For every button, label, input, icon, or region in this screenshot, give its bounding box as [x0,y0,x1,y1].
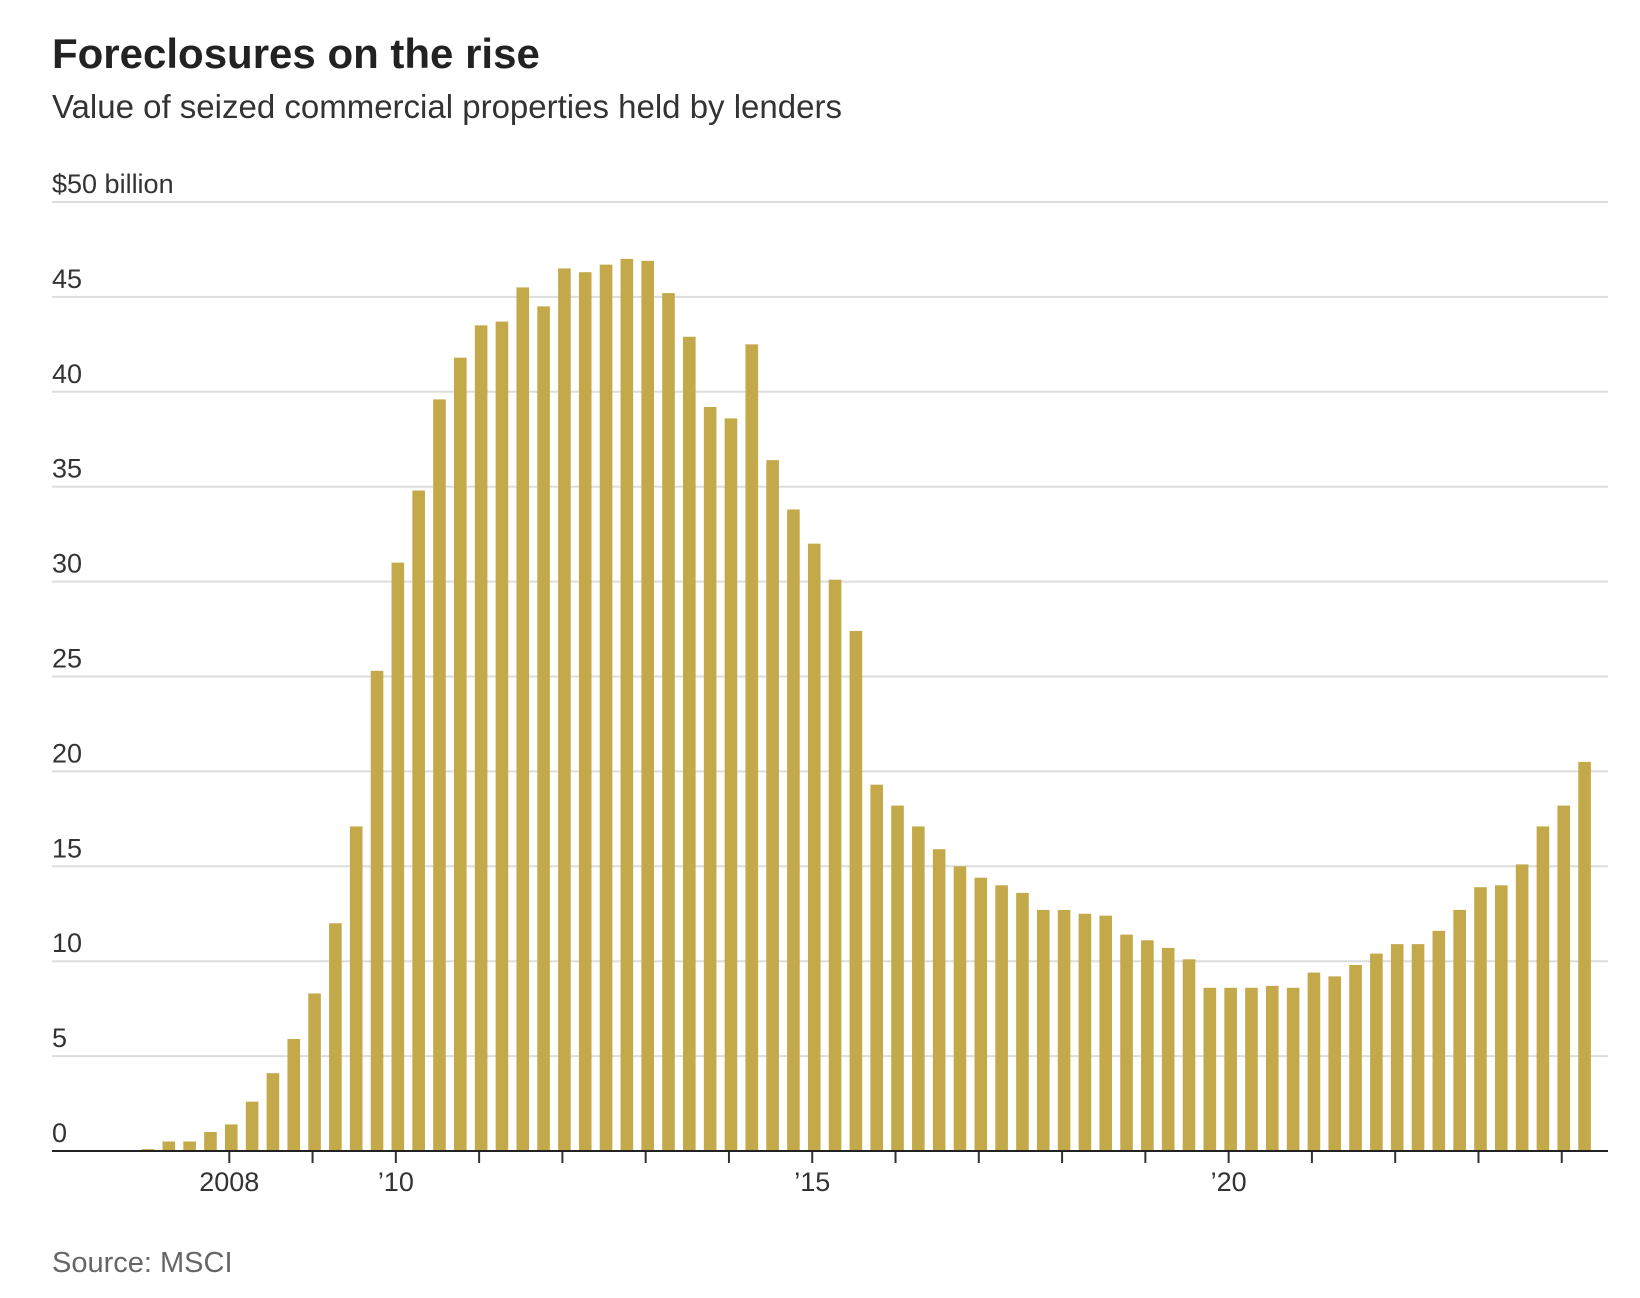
bar [1474,887,1487,1151]
bar [1099,915,1113,1151]
x-tick-label: ’10 [378,1167,414,1197]
bar [766,460,779,1151]
y-tick-label: 40 [52,359,82,389]
bar [599,264,613,1151]
bar [329,923,342,1151]
y-tick-label: 10 [52,928,82,958]
bar [870,784,883,1151]
bar [162,1141,176,1151]
bar [349,826,363,1151]
bar [204,1132,217,1151]
bar [1370,953,1383,1151]
y-tick-label: 30 [52,549,82,579]
bar [1120,934,1133,1151]
bar [641,260,654,1151]
bar [683,336,696,1151]
bar [912,826,925,1151]
bar [537,306,550,1151]
bar [391,562,405,1151]
bar [433,399,446,1152]
bar [807,543,821,1151]
bar [454,357,467,1151]
bar [1495,885,1508,1151]
bar [1557,805,1571,1151]
bar [370,670,384,1151]
x-tick-label: ’15 [794,1167,830,1197]
bar [1515,864,1529,1151]
y-tick-label: 35 [52,454,82,484]
bar [1057,909,1071,1151]
y-tick-label: 20 [52,738,82,768]
bar [516,287,530,1151]
bar [1078,913,1092,1151]
bar [1245,987,1258,1151]
bar [1349,964,1362,1151]
bar [932,849,946,1151]
bar [1536,826,1550,1151]
chart-subtitle: Value of seized commercial properties he… [52,88,842,125]
bar [495,321,509,1152]
bar [1141,940,1154,1151]
x-tick-label: ’20 [1211,1167,1247,1197]
bar [1036,909,1050,1151]
bar [724,418,738,1151]
bar [266,1073,280,1151]
bar [1286,987,1300,1151]
bar [1390,944,1404,1151]
y-tick-label: 5 [52,1023,67,1053]
bar [995,885,1008,1151]
bar [245,1101,259,1151]
bar [308,993,321,1151]
bar [287,1039,301,1151]
chart-title: Foreclosures on the rise [52,30,540,77]
x-tick-label: 2008 [199,1167,259,1197]
bar [787,509,800,1151]
y-tick-label: 45 [52,264,82,294]
bar [662,293,675,1151]
bar [578,272,592,1151]
bar [224,1124,238,1151]
bar [953,866,967,1151]
y-tick-label: $50 billion [52,169,174,199]
bar [1182,959,1196,1151]
source: Source: MSCI [52,1247,233,1279]
bar [1432,930,1446,1151]
bar [1453,909,1466,1151]
y-tick-label: 0 [52,1118,67,1148]
y-tick-label: 25 [52,644,82,674]
bar [1224,987,1237,1151]
bar [974,877,988,1151]
bar [558,268,571,1151]
bar [620,258,634,1151]
bar [745,344,759,1152]
bar [1307,972,1321,1151]
bar [1203,987,1217,1151]
bar [183,1141,196,1151]
bar [891,805,904,1151]
bar [474,325,488,1151]
bar [1328,976,1342,1151]
bar [1265,985,1279,1151]
bar [1161,947,1175,1151]
bar [412,490,425,1152]
bar [828,579,842,1151]
bar [1411,944,1425,1151]
bar [1578,761,1591,1151]
bar [703,406,717,1151]
y-tick-label: 15 [52,833,82,863]
bar [1016,892,1029,1151]
bar [849,630,863,1151]
